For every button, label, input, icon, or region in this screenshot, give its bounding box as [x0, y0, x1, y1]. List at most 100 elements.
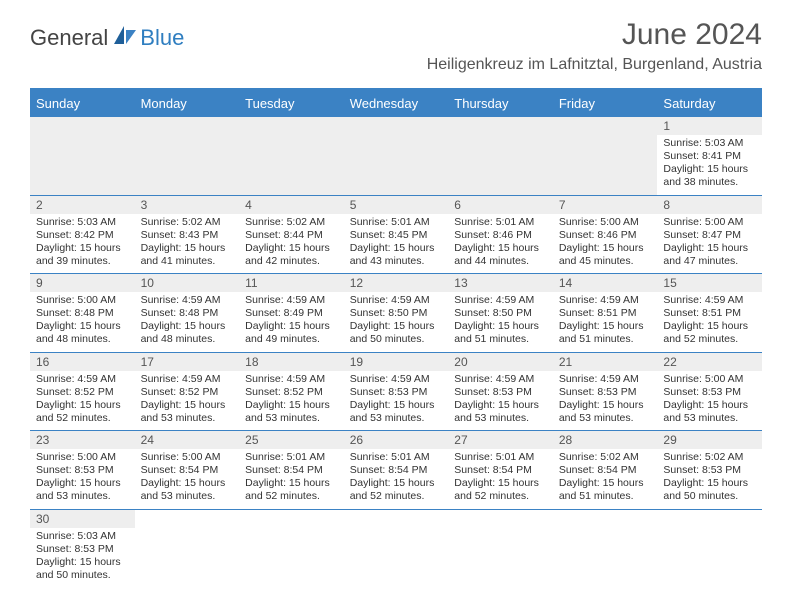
sunrise-text: Sunrise: 4:59 AM [245, 373, 338, 386]
daylight-text: Daylight: 15 hours [663, 477, 756, 490]
daylight-text: Daylight: 15 hours [454, 320, 547, 333]
calendar-day-cell: 1Sunrise: 5:03 AMSunset: 8:41 PMDaylight… [657, 117, 762, 195]
daylight-text: and 43 minutes. [350, 255, 443, 268]
daylight-text: and 53 minutes. [559, 412, 652, 425]
daylight-text: and 48 minutes. [36, 333, 129, 346]
day-number: 30 [30, 510, 135, 528]
calendar-day-cell: 20Sunrise: 4:59 AMSunset: 8:53 PMDayligh… [448, 353, 553, 431]
day-number: 19 [344, 353, 449, 371]
daylight-text: Daylight: 15 hours [559, 242, 652, 255]
day-number: 24 [135, 431, 240, 449]
daylight-text: Daylight: 15 hours [36, 242, 129, 255]
weekday-header-cell: Friday [553, 90, 658, 117]
daylight-text: Daylight: 15 hours [36, 477, 129, 490]
calendar-day-cell: 10Sunrise: 4:59 AMSunset: 8:48 PMDayligh… [135, 274, 240, 352]
daylight-text: and 52 minutes. [245, 490, 338, 503]
daylight-text: and 47 minutes. [663, 255, 756, 268]
calendar-empty-cell [344, 510, 449, 588]
daylight-text: and 52 minutes. [350, 490, 443, 503]
day-number: 23 [30, 431, 135, 449]
calendar-day-cell: 6Sunrise: 5:01 AMSunset: 8:46 PMDaylight… [448, 196, 553, 274]
daylight-text: Daylight: 15 hours [141, 242, 234, 255]
weekday-header-row: SundayMondayTuesdayWednesdayThursdayFrid… [30, 90, 762, 117]
day-number: 13 [448, 274, 553, 292]
sunrise-text: Sunrise: 5:03 AM [36, 216, 129, 229]
weekday-header-cell: Saturday [657, 90, 762, 117]
sunset-text: Sunset: 8:51 PM [663, 307, 756, 320]
day-number: 18 [239, 353, 344, 371]
daylight-text: and 52 minutes. [663, 333, 756, 346]
sunset-text: Sunset: 8:45 PM [350, 229, 443, 242]
sunset-text: Sunset: 8:52 PM [141, 386, 234, 399]
sunrise-text: Sunrise: 4:59 AM [36, 373, 129, 386]
daylight-text: Daylight: 15 hours [559, 320, 652, 333]
sunset-text: Sunset: 8:48 PM [141, 307, 234, 320]
calendar-day-cell: 21Sunrise: 4:59 AMSunset: 8:53 PMDayligh… [553, 353, 658, 431]
sunset-text: Sunset: 8:54 PM [350, 464, 443, 477]
calendar-day-cell: 12Sunrise: 4:59 AMSunset: 8:50 PMDayligh… [344, 274, 449, 352]
daylight-text: Daylight: 15 hours [663, 399, 756, 412]
day-number: 5 [344, 196, 449, 214]
calendar-grid: SundayMondayTuesdayWednesdayThursdayFrid… [30, 88, 762, 587]
sunset-text: Sunset: 8:44 PM [245, 229, 338, 242]
day-number: 7 [553, 196, 658, 214]
daylight-text: Daylight: 15 hours [36, 399, 129, 412]
sunrise-text: Sunrise: 4:59 AM [663, 294, 756, 307]
sunrise-text: Sunrise: 4:59 AM [559, 373, 652, 386]
sunset-text: Sunset: 8:42 PM [36, 229, 129, 242]
daylight-text: Daylight: 15 hours [663, 163, 756, 176]
day-number: 27 [448, 431, 553, 449]
day-number: 8 [657, 196, 762, 214]
sunset-text: Sunset: 8:52 PM [36, 386, 129, 399]
calendar-day-cell: 18Sunrise: 4:59 AMSunset: 8:52 PMDayligh… [239, 353, 344, 431]
calendar-day-cell: 27Sunrise: 5:01 AMSunset: 8:54 PMDayligh… [448, 431, 553, 509]
calendar-day-cell: 7Sunrise: 5:00 AMSunset: 8:46 PMDaylight… [553, 196, 658, 274]
day-number: 12 [344, 274, 449, 292]
sunset-text: Sunset: 8:43 PM [141, 229, 234, 242]
daylight-text: Daylight: 15 hours [350, 320, 443, 333]
calendar-empty-cell [448, 117, 553, 195]
daylight-text: and 38 minutes. [663, 176, 756, 189]
sunset-text: Sunset: 8:53 PM [663, 386, 756, 399]
daylight-text: and 39 minutes. [36, 255, 129, 268]
daylight-text: and 50 minutes. [350, 333, 443, 346]
weekday-header-cell: Thursday [448, 90, 553, 117]
calendar-week-row: 2Sunrise: 5:03 AMSunset: 8:42 PMDaylight… [30, 195, 762, 274]
calendar-empty-cell [30, 117, 135, 195]
sunrise-text: Sunrise: 4:59 AM [454, 373, 547, 386]
calendar-body: 1Sunrise: 5:03 AMSunset: 8:41 PMDaylight… [30, 117, 762, 587]
sunset-text: Sunset: 8:54 PM [245, 464, 338, 477]
daylight-text: Daylight: 15 hours [559, 477, 652, 490]
daylight-text: and 53 minutes. [350, 412, 443, 425]
day-number: 21 [553, 353, 658, 371]
calendar-day-cell: 16Sunrise: 4:59 AMSunset: 8:52 PMDayligh… [30, 353, 135, 431]
sail-icon [112, 24, 138, 51]
day-number: 14 [553, 274, 658, 292]
sunset-text: Sunset: 8:53 PM [36, 543, 129, 556]
daylight-text: and 51 minutes. [559, 333, 652, 346]
calendar-week-row: 1Sunrise: 5:03 AMSunset: 8:41 PMDaylight… [30, 117, 762, 195]
day-number: 2 [30, 196, 135, 214]
sunrise-text: Sunrise: 4:59 AM [454, 294, 547, 307]
daylight-text: and 53 minutes. [454, 412, 547, 425]
daylight-text: Daylight: 15 hours [350, 477, 443, 490]
daylight-text: and 53 minutes. [141, 412, 234, 425]
calendar-week-row: 9Sunrise: 5:00 AMSunset: 8:48 PMDaylight… [30, 273, 762, 352]
daylight-text: Daylight: 15 hours [141, 477, 234, 490]
daylight-text: Daylight: 15 hours [245, 477, 338, 490]
calendar-empty-cell [448, 510, 553, 588]
brand-logo: General Blue [30, 24, 184, 51]
calendar-day-cell: 2 Sunrise: 5:03 AMSunset: 8:42 PMDaylight… [30, 196, 135, 274]
sunrise-text: Sunrise: 5:00 AM [559, 216, 652, 229]
day-number: 28 [553, 431, 658, 449]
calendar-day-cell: 3Sunrise: 5:02 AMSunset: 8:43 PMDaylight… [135, 196, 240, 274]
calendar-empty-cell [657, 510, 762, 588]
sunrise-text: Sunrise: 5:02 AM [141, 216, 234, 229]
day-number: 1 [657, 117, 762, 135]
calendar-day-cell: 30Sunrise: 5:03 AMSunset: 8:53 PMDayligh… [30, 510, 135, 588]
weekday-header-cell: Wednesday [344, 90, 449, 117]
daylight-text: Daylight: 15 hours [350, 399, 443, 412]
calendar-day-cell: 24Sunrise: 5:00 AMSunset: 8:54 PMDayligh… [135, 431, 240, 509]
calendar-day-cell: 17Sunrise: 4:59 AMSunset: 8:52 PMDayligh… [135, 353, 240, 431]
daylight-text: and 52 minutes. [36, 412, 129, 425]
